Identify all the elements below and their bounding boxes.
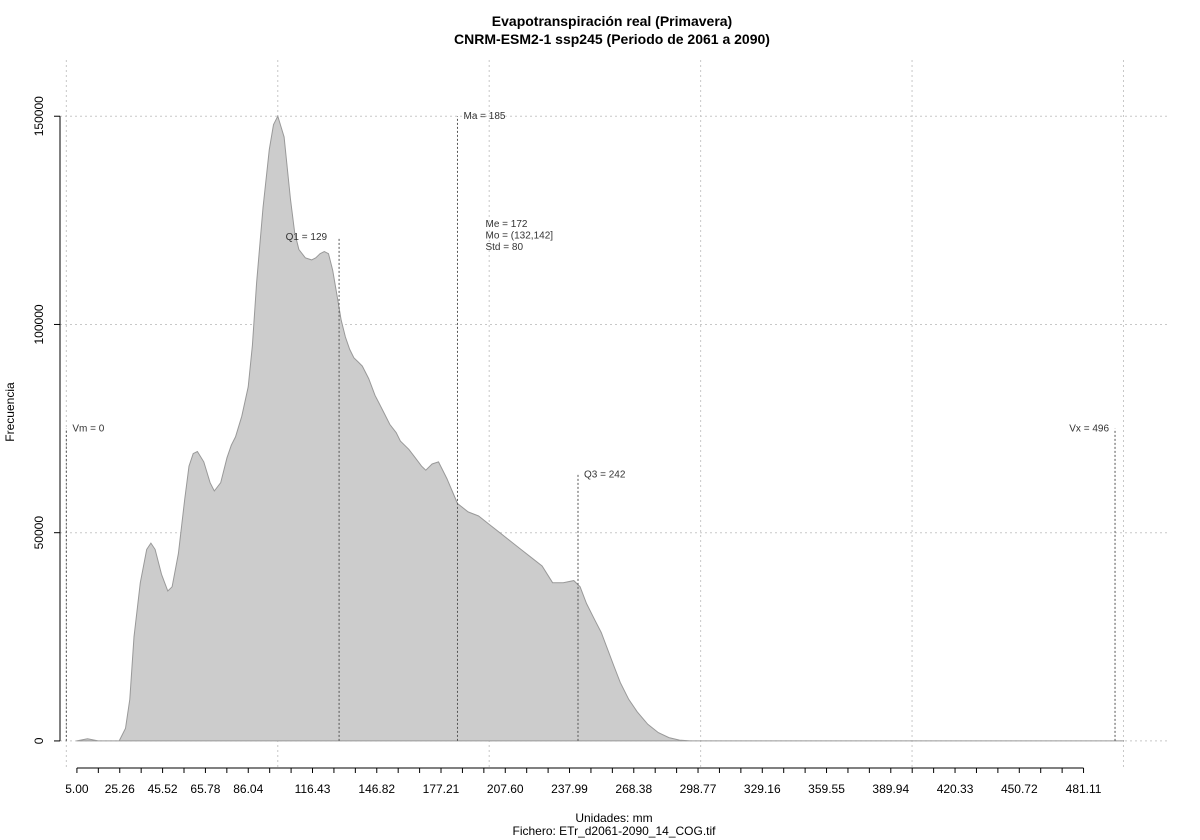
x-tick-label: 65.78 bbox=[190, 782, 220, 796]
x-tick-label: 5.00 bbox=[65, 782, 89, 796]
x-tick-label: 25.26 bbox=[105, 782, 135, 796]
chart-title: Evapotranspiración real (Primavera) bbox=[492, 13, 732, 29]
x-tick-label: 116.43 bbox=[295, 782, 331, 796]
x-tick-label: 177.21 bbox=[423, 782, 460, 796]
x-tick-label: 268.38 bbox=[615, 782, 652, 796]
annotation-label: Q3 = 242 bbox=[584, 469, 626, 480]
y-axis-label: Frecuencia bbox=[3, 382, 17, 442]
x-tick-label: 146.82 bbox=[358, 782, 395, 796]
x-tick-label: 450.72 bbox=[1001, 782, 1038, 796]
x-tick-label: 237.99 bbox=[551, 782, 588, 796]
x-tick-label: 481.11 bbox=[1066, 782, 1102, 796]
file-label: Fichero: ETr_d2061-2090_14_COG.tif bbox=[513, 824, 717, 838]
annotation-lines: Vm = 0 Q1 = 129 Ma = 185 Q3 = 242 Vx = 496 bbox=[65, 111, 1116, 741]
x-tick-label: 359.55 bbox=[808, 782, 845, 796]
stat-line: Mo = (132,142] bbox=[485, 231, 553, 242]
axes: 5.00 25.26 45.52 65.78 86.04 116.43 146.82 177.… bbox=[32, 96, 1102, 796]
x-tick-label: 45.52 bbox=[148, 782, 178, 796]
y-tick-label: 100000 bbox=[32, 304, 46, 344]
x-axis-label: Unidades: mm bbox=[575, 811, 652, 825]
annotation-label: Ma = 185 bbox=[463, 111, 505, 122]
annotation-label: Vm = 0 bbox=[72, 424, 104, 435]
density-area bbox=[76, 114, 1125, 742]
x-tick-label: 329.16 bbox=[744, 782, 781, 796]
y-tick-label: 150000 bbox=[32, 96, 46, 136]
annotation-label: Q1 = 129 bbox=[286, 232, 328, 243]
stat-line: Std = 80 bbox=[485, 242, 523, 253]
x-tick-label: 298.77 bbox=[680, 782, 717, 796]
x-tick-label: 389.94 bbox=[872, 782, 909, 796]
y-tick-label: 50000 bbox=[32, 516, 46, 550]
chart-subtitle: CNRM-ESM2-1 ssp245 (Periodo de 2061 a 20… bbox=[454, 31, 770, 47]
stat-line: Me = 172 bbox=[485, 219, 527, 230]
annotation-label: Vx = 496 bbox=[1069, 424, 1109, 435]
y-tick-label: 0 bbox=[32, 737, 46, 744]
x-tick-label: 207.60 bbox=[487, 782, 524, 796]
x-tick-label: 86.04 bbox=[233, 782, 263, 796]
x-tick-label: 420.33 bbox=[937, 782, 974, 796]
